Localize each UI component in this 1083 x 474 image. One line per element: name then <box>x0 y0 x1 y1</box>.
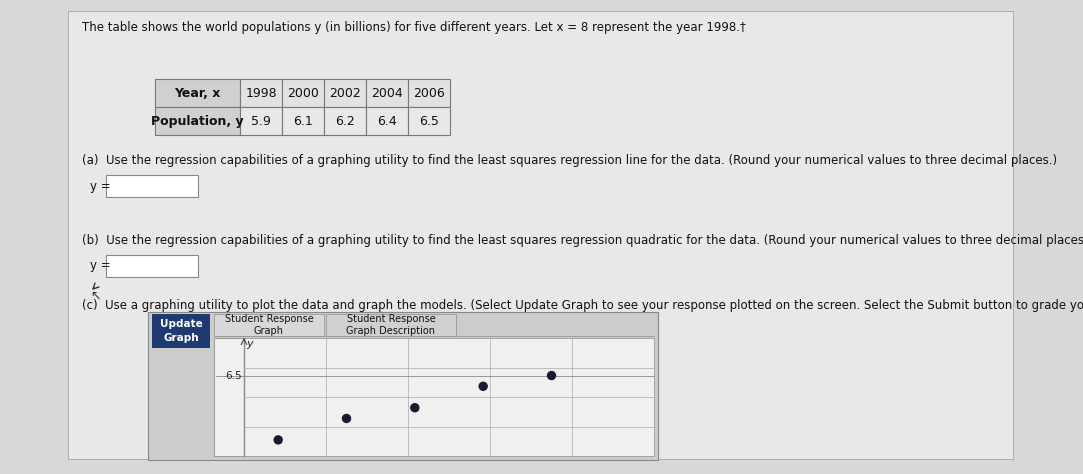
FancyBboxPatch shape <box>324 107 366 135</box>
Text: 6.4: 6.4 <box>377 115 396 128</box>
Text: (a)  Use the regression capabilities of a graphing utility to find the least squ: (a) Use the regression capabilities of a… <box>82 154 1057 167</box>
Circle shape <box>548 372 556 380</box>
Text: (c)  Use a graphing utility to plot the data and graph the models. (Select Updat: (c) Use a graphing utility to plot the d… <box>82 299 1083 312</box>
Text: ↖: ↖ <box>90 290 101 303</box>
FancyBboxPatch shape <box>282 79 324 107</box>
Text: 6.1: 6.1 <box>293 115 313 128</box>
Text: y: y <box>246 339 252 349</box>
FancyBboxPatch shape <box>214 338 654 456</box>
Circle shape <box>410 404 419 412</box>
Text: 2006: 2006 <box>413 86 445 100</box>
Text: 6.2: 6.2 <box>335 115 355 128</box>
FancyBboxPatch shape <box>155 79 240 107</box>
Text: 2000: 2000 <box>287 86 318 100</box>
Circle shape <box>479 382 487 390</box>
FancyBboxPatch shape <box>106 175 198 197</box>
Text: Student Response
Graph Description: Student Response Graph Description <box>347 314 435 336</box>
FancyBboxPatch shape <box>148 312 658 460</box>
Text: y =: y = <box>90 180 110 192</box>
Text: y =: y = <box>90 259 110 273</box>
FancyBboxPatch shape <box>214 314 324 336</box>
FancyBboxPatch shape <box>240 107 282 135</box>
Text: 6.5: 6.5 <box>419 115 439 128</box>
FancyBboxPatch shape <box>408 107 451 135</box>
Circle shape <box>274 436 283 444</box>
FancyBboxPatch shape <box>326 314 456 336</box>
FancyBboxPatch shape <box>408 79 451 107</box>
FancyBboxPatch shape <box>240 79 282 107</box>
Circle shape <box>342 414 351 422</box>
Text: Student Response
Graph: Student Response Graph <box>224 314 313 336</box>
Text: (b)  Use the regression capabilities of a graphing utility to find the least squ: (b) Use the regression capabilities of a… <box>82 234 1083 247</box>
FancyBboxPatch shape <box>366 107 408 135</box>
Text: 1998: 1998 <box>245 86 277 100</box>
Text: Population, y: Population, y <box>152 115 244 128</box>
FancyBboxPatch shape <box>282 107 324 135</box>
FancyBboxPatch shape <box>366 79 408 107</box>
Text: The table shows the world populations y (in billions) for five different years. : The table shows the world populations y … <box>82 21 746 34</box>
FancyBboxPatch shape <box>155 107 240 135</box>
Text: Year, x: Year, x <box>174 86 221 100</box>
FancyBboxPatch shape <box>152 314 210 348</box>
Text: 2002: 2002 <box>329 86 361 100</box>
FancyBboxPatch shape <box>68 11 1013 459</box>
Text: 2004: 2004 <box>371 86 403 100</box>
FancyBboxPatch shape <box>324 79 366 107</box>
Text: Update
Graph: Update Graph <box>159 319 203 343</box>
FancyBboxPatch shape <box>106 255 198 277</box>
Text: 6.5: 6.5 <box>225 371 242 381</box>
Text: 5.9: 5.9 <box>251 115 271 128</box>
